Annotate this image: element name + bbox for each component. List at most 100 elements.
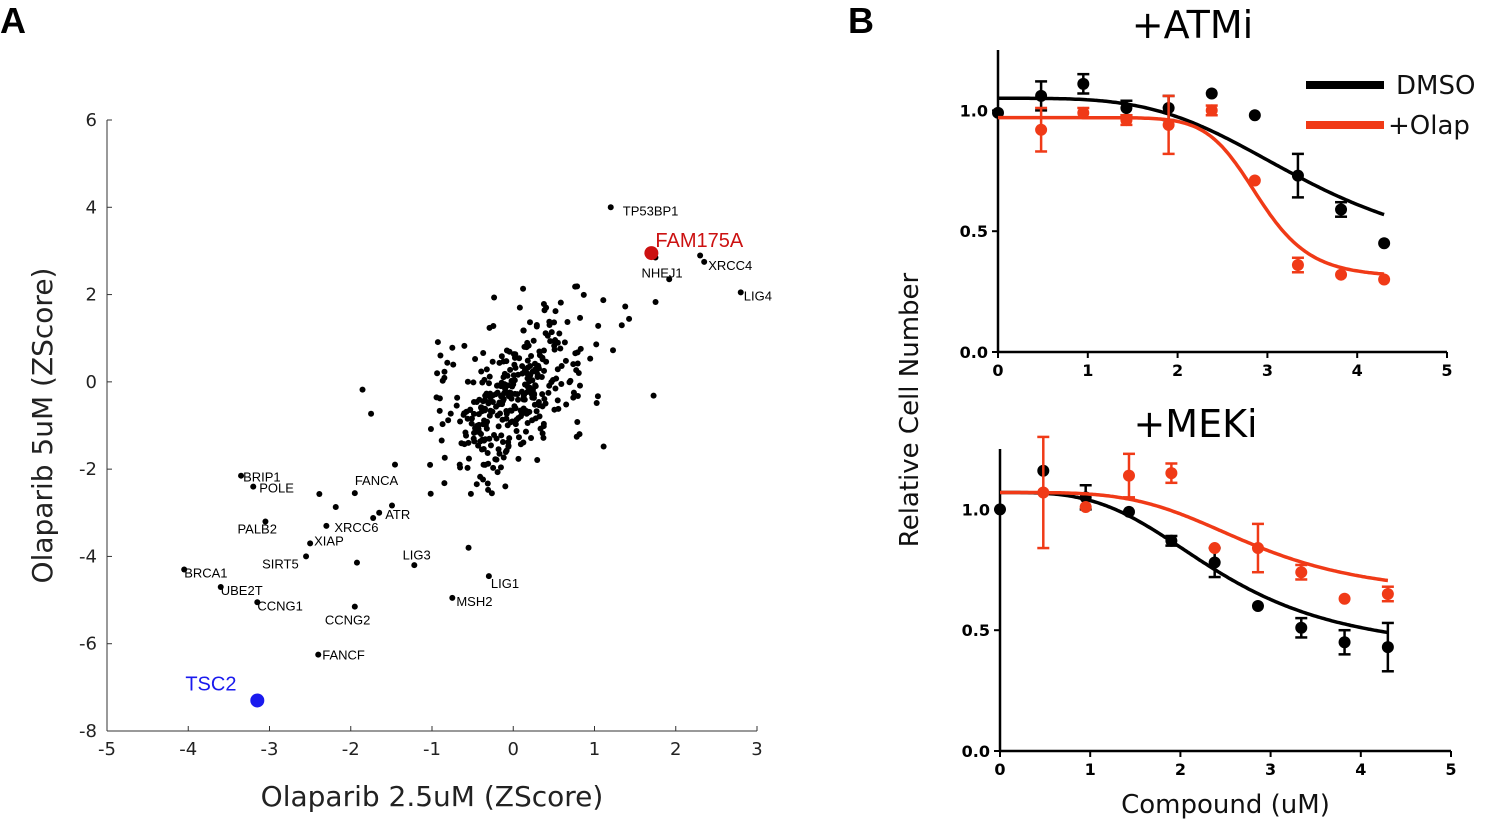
data-point <box>517 441 524 448</box>
data-point <box>1295 621 1308 634</box>
data-point <box>370 514 377 521</box>
gene-label: XRCC6 <box>334 520 378 535</box>
gene-label: PALB2 <box>237 522 277 537</box>
data-point <box>484 480 491 487</box>
dose-response-atmi: 0 1 2 3 4 5 0.0 0.5 1.0 +ATMi <box>960 3 1453 380</box>
data-point <box>427 461 434 468</box>
data-point <box>480 350 487 357</box>
data-point <box>1335 203 1348 216</box>
data-point <box>523 410 530 417</box>
labeled-point <box>449 594 456 601</box>
data-point <box>498 353 505 360</box>
data-point <box>564 319 571 326</box>
data-point <box>1035 123 1048 136</box>
data-point <box>503 415 510 422</box>
data-point <box>463 432 470 439</box>
data-point <box>545 389 552 396</box>
labeled-point <box>737 289 744 296</box>
labeled-point <box>351 603 358 610</box>
data-point <box>490 464 497 471</box>
data-point <box>610 347 617 354</box>
data-point <box>496 401 503 408</box>
data-point <box>542 330 549 337</box>
legend-label: +Olap <box>1388 111 1470 141</box>
data-point <box>534 456 541 463</box>
data-point <box>494 469 501 476</box>
gene-label: MSH2 <box>456 594 492 609</box>
labeled-point <box>465 544 472 551</box>
data-point <box>1208 556 1221 569</box>
data-point <box>436 407 443 414</box>
data-point <box>541 367 548 374</box>
gene-label: FANCA <box>355 473 399 488</box>
gene-label: XIAP <box>314 533 344 548</box>
data-point <box>650 392 657 399</box>
data-point <box>433 394 440 401</box>
data-point <box>509 383 516 390</box>
data-point <box>524 357 531 364</box>
data-point <box>524 419 531 426</box>
legend-label: DMSO <box>1396 71 1475 101</box>
data-point <box>332 504 339 511</box>
data-point <box>470 379 477 386</box>
data-point <box>441 480 448 487</box>
data-point <box>461 342 468 349</box>
y-tick-label: -2 <box>79 459 97 480</box>
data-point <box>595 322 602 329</box>
data-point <box>577 345 584 352</box>
labeled-point <box>323 522 330 529</box>
data-point <box>441 454 448 461</box>
data-point <box>600 443 607 450</box>
data-point <box>453 402 460 409</box>
x-tick-label: 5 <box>1445 760 1456 779</box>
data-point <box>516 304 523 311</box>
data-point <box>391 461 398 468</box>
labeled-point <box>262 518 269 525</box>
data-point <box>697 252 704 259</box>
data-point <box>492 456 499 463</box>
data-point <box>486 373 493 380</box>
data-point <box>539 391 546 398</box>
data-point <box>551 342 558 349</box>
data-point <box>353 559 360 566</box>
data-point <box>533 408 540 415</box>
data-point <box>1120 101 1133 114</box>
labeled-point <box>315 651 322 658</box>
data-point <box>492 391 499 398</box>
data-point <box>439 421 446 428</box>
data-point <box>508 395 515 402</box>
y-tick-label: 0.5 <box>960 222 988 241</box>
data-point <box>447 410 454 417</box>
data-point <box>477 431 484 438</box>
data-point <box>498 432 505 439</box>
data-point <box>522 428 529 435</box>
y-tick-label: -6 <box>79 634 97 655</box>
labeled-point <box>254 599 261 606</box>
gene-label: BRCA1 <box>184 566 227 581</box>
data-point <box>576 382 583 389</box>
data-point <box>515 455 522 462</box>
data-point <box>483 366 490 373</box>
data-point <box>1037 486 1050 499</box>
data-point <box>573 367 580 374</box>
data-point <box>505 439 512 446</box>
y-tick-label: 6 <box>86 110 97 131</box>
data-point <box>475 442 482 449</box>
data-point <box>1378 273 1391 286</box>
data-point <box>457 418 464 425</box>
data-point <box>1381 587 1394 600</box>
data-point <box>500 454 507 461</box>
labeled-point <box>607 204 614 211</box>
y-tick-label: 2 <box>86 285 97 306</box>
data-point <box>485 380 492 387</box>
data-point <box>502 449 509 456</box>
x-tick-label: 1 <box>1085 760 1096 779</box>
y-tick-label: 1.0 <box>960 101 988 120</box>
data-point <box>511 361 518 368</box>
data-point <box>516 355 523 362</box>
x-tick-label: 2 <box>670 739 681 760</box>
data-point <box>499 439 506 446</box>
y-tick-label: 1.0 <box>962 500 990 519</box>
data-point <box>520 327 527 334</box>
data-point <box>1208 542 1221 555</box>
